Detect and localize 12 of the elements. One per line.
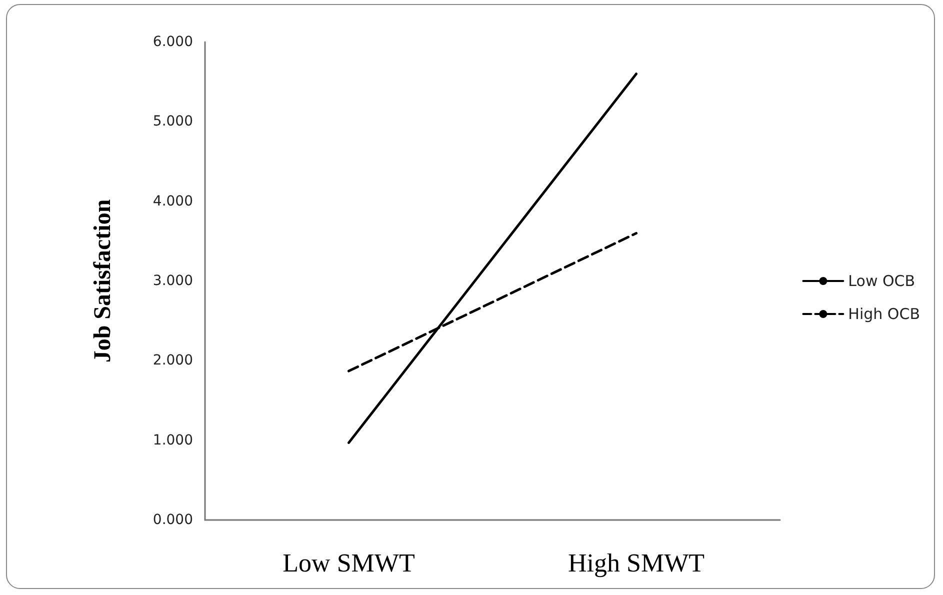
y-tick-label: 4.000 <box>152 193 193 210</box>
y-tick-label: 3.000 <box>152 273 193 289</box>
y-tick-label: 0.000 <box>152 512 193 528</box>
x-tick-label: High SMWT <box>568 548 705 578</box>
legend-label: Low OCB <box>848 272 916 290</box>
legend-label: High OCB <box>848 305 920 323</box>
y-axis-title: Job Satisfaction <box>90 199 116 363</box>
y-tick-label: 1.000 <box>152 432 193 448</box>
y-tick-label: 2.000 <box>152 352 193 369</box>
y-tick-label: 5.000 <box>152 114 193 130</box>
y-tick-label: 6.000 <box>152 34 193 50</box>
x-tick-label: Low SMWT <box>282 548 415 578</box>
